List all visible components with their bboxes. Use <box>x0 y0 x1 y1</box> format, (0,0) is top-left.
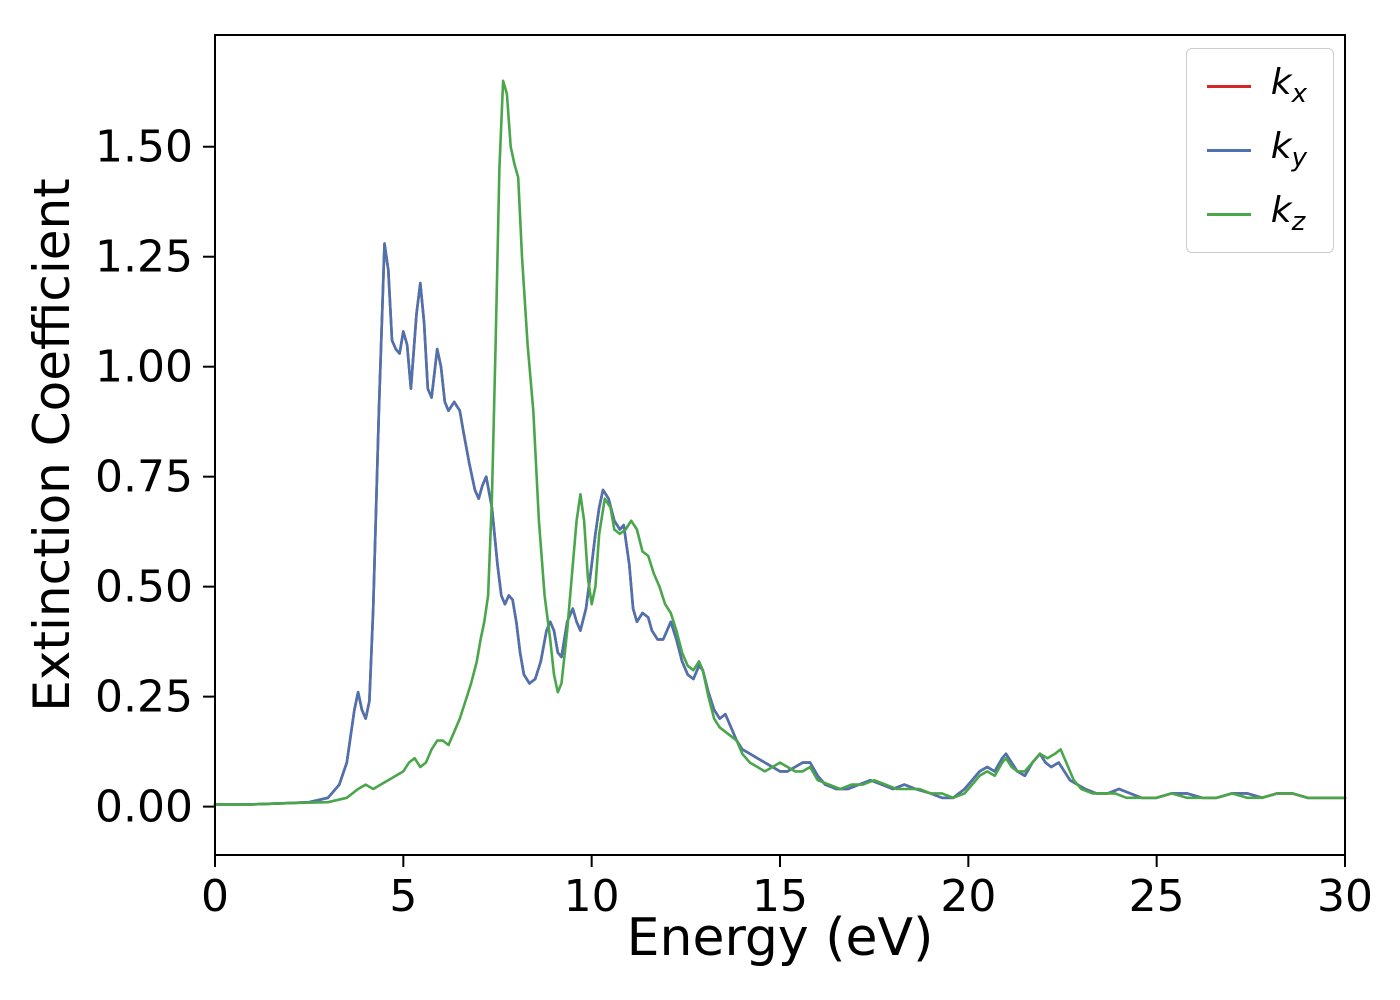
x-tick-label: 25 <box>1129 871 1185 922</box>
series-line-k_z <box>213 79 1347 806</box>
plot-spines <box>214 34 1346 856</box>
legend-label-ky-base: k <box>1270 126 1292 168</box>
legend-label-kz-sub: z <box>1291 207 1306 238</box>
x-tick-label: 30 <box>1317 871 1373 922</box>
series-line-k_y <box>213 242 1347 806</box>
legend-label-ky: ky <box>1270 126 1307 174</box>
legend-item-kz: kz <box>1206 190 1307 238</box>
y-tick-label: 0.25 <box>95 672 193 723</box>
y-tick-label: 0.50 <box>95 562 193 613</box>
x-tick-label: 5 <box>389 871 417 922</box>
legend-label-kz: kz <box>1270 190 1306 238</box>
legend-label-kx-base: k <box>1270 62 1292 103</box>
y-axis-label: Extinction Coefficient <box>23 178 81 712</box>
y-tick-label: 1.25 <box>95 232 193 283</box>
legend-label-ky-sub: y <box>1291 143 1307 174</box>
y-tick-label: 1.00 <box>95 342 193 393</box>
series-line-k_x <box>213 242 1347 806</box>
legend-label-kz-base: k <box>1270 190 1292 232</box>
legend-line-ky <box>1206 148 1251 152</box>
legend-label-kx: kx <box>1270 62 1307 110</box>
x-tick-label: 10 <box>564 871 620 922</box>
legend-label-kx-sub: x <box>1291 79 1307 110</box>
y-tick-label: 0.75 <box>95 452 193 503</box>
x-axis-label: Energy (eV) <box>626 908 934 968</box>
y-tick-label: 1.50 <box>95 122 193 173</box>
legend-item-ky: ky <box>1206 126 1307 174</box>
x-tick-label: 20 <box>940 871 996 922</box>
legend: kx ky kz <box>1185 48 1334 253</box>
legend-line-kz <box>1206 212 1251 216</box>
legend-item-kx: kx <box>1206 62 1307 110</box>
legend-line-kx <box>1206 84 1251 88</box>
x-tick-label: 15 <box>752 871 808 922</box>
y-tick-label: 0.00 <box>95 782 193 833</box>
x-tick-label: 0 <box>201 871 229 922</box>
